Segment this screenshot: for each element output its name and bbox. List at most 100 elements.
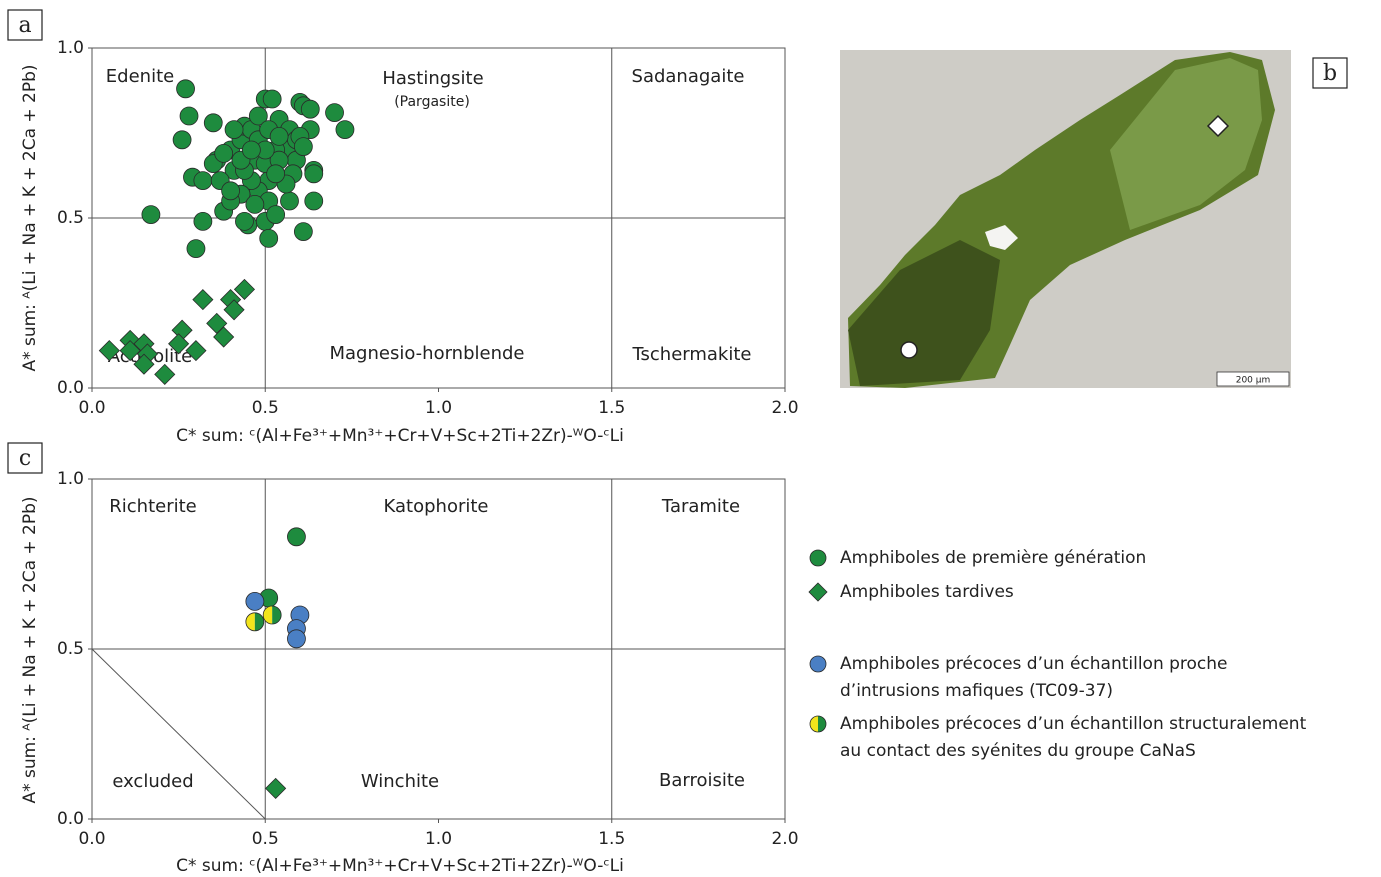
circle-marker [262,89,282,109]
field-name: Katophorite [384,496,489,517]
legend-line: d’intrusions mafiques (TC09-37) [840,681,1113,701]
diamond-marker [154,363,176,385]
legend-label: Amphiboles tardives [840,582,1014,602]
crystal-dark [848,240,1000,386]
panel-label-box [1312,57,1348,89]
half-outline [262,605,282,625]
series [265,777,287,799]
scale-bar-label: 200 µm [1236,376,1271,386]
x-tick-label: 1.0 [425,398,452,418]
circle-marker [304,191,324,211]
field-name: Taramite [661,496,740,517]
circle-marker [269,126,289,146]
photo-circle-marker [900,341,918,359]
circle-marker [287,629,306,649]
half-right [818,716,826,732]
field-name: (Pargasite) [394,94,470,110]
field-name: Winchite [361,771,439,792]
legend-line: au contact des syénites du groupe CaNaS [840,741,1196,761]
y-tick-label: 1.0 [57,38,84,58]
circle-marker [221,181,241,201]
half-left [245,612,255,631]
x-tick-label: 1.5 [598,398,625,418]
circle-marker [179,106,199,126]
circle-marker [245,194,265,214]
panel-label-box [7,9,43,41]
field-name: Sadanagaite [632,66,745,87]
circle-marker [241,140,261,160]
legend-label: Amphiboles précoces d’un échantillon str… [840,714,1312,761]
legend: Amphiboles de première génération Amphibo… [808,548,1312,761]
circle-marker [186,239,206,259]
circle-marker [172,130,192,150]
half-marker [262,605,282,625]
excluded-boundary [91,648,266,820]
series [141,79,355,259]
circle-marker [809,549,827,567]
circle-marker [325,103,344,122]
y-tick-label: 1.0 [57,469,84,489]
x-tick-label: 2.0 [771,829,798,849]
crystal-hole [985,225,1018,250]
crystal-light [1110,58,1262,230]
field-name: Tschermakite [632,344,752,365]
x-axis-label: C* sum: ᶜ(Al+Fe³⁺+Mn³⁺+Cr+V+Sc+2Ti+2Zr)-… [176,856,624,876]
y-tick-label: 0.0 [57,378,84,398]
circle-marker [266,205,286,225]
circle-marker [248,106,268,126]
field-name: Hastingsite [382,68,483,89]
series [259,527,306,608]
field-name: excluded [112,771,193,792]
half-marker [809,715,827,733]
circle-marker [203,113,223,133]
diamond-marker [168,333,190,355]
panel-label: a [18,13,31,38]
circle-marker [293,222,313,242]
half-outline [809,715,827,733]
x-tick-label: 0.0 [78,829,105,849]
diamond-marker [98,340,120,362]
diamond-marker [213,326,235,348]
y-axis-label: A* sum: ᴬ(Li + Na + K + 2Ca + 2Pb) [20,496,40,803]
circle-marker [176,79,195,99]
circle-marker [809,655,827,673]
chart: 0.0 0.5 1.0 1.5 2.0 0.0 0.5 1.0 Edenite Hastingsi… [57,38,799,418]
series [245,605,282,632]
diamond-marker [192,289,214,311]
circle-marker [259,228,279,248]
circle-marker [304,164,324,184]
x-tick-label: 1.5 [598,829,625,849]
legend-label: Amphiboles précoces d’un échantillon pro… [840,654,1233,701]
circle-marker [245,592,265,611]
diamond-marker [185,340,207,362]
photo-panel: 200 µm b [840,50,1348,388]
x-axis-label: C* sum: ᶜ(Al+Fe³⁺+Mn³⁺+Cr+V+Sc+2Ti+2Zr)-… [176,426,624,446]
y-tick-label: 0.5 [57,208,84,228]
half-left [810,716,818,732]
circle-marker [266,164,286,184]
y-tick-label: 0.5 [57,639,84,659]
scale-bar [1216,371,1290,387]
field-name: Richterite [109,496,196,517]
diamond-marker [119,340,141,362]
diamond-marker [133,353,155,375]
series [245,592,310,649]
diamond-marker [808,582,828,602]
circle-marker [224,120,244,140]
y-tick-label: 0.0 [57,809,84,829]
circle-marker [280,191,299,211]
legend-label: Amphiboles de première génération [840,548,1146,568]
field-name: Magnesio-hornblende [329,343,524,364]
y-axis-label: A* sum: ᴬ(Li + Na + K + 2Ca + 2Pb) [20,64,40,371]
circle-marker [141,205,161,225]
x-tick-label: 0.5 [252,829,279,849]
field-name: Barroisite [659,770,745,791]
circle-marker [193,211,213,231]
legend-line: Amphiboles précoces d’un échantillon pro… [840,654,1233,674]
x-tick-label: 1.0 [425,829,452,849]
x-tick-label: 0.0 [78,398,105,418]
field-name: Edenite [106,66,174,87]
legend-line: Amphiboles précoces d’un échantillon str… [840,714,1312,734]
half-marker [245,612,265,632]
